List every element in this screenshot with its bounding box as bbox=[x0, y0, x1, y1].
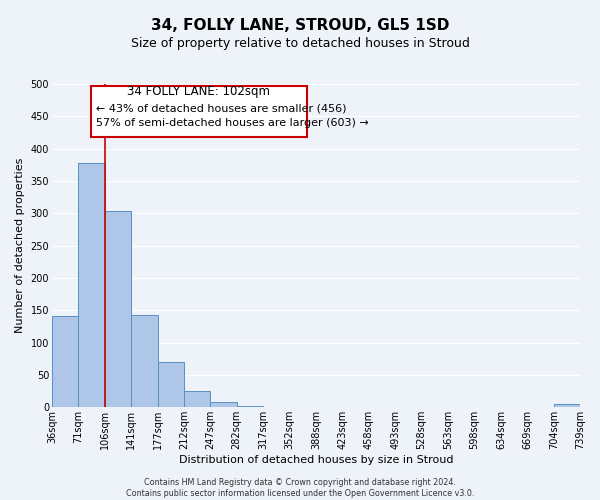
Text: Contains HM Land Registry data © Crown copyright and database right 2024.
Contai: Contains HM Land Registry data © Crown c… bbox=[126, 478, 474, 498]
Text: Size of property relative to detached houses in Stroud: Size of property relative to detached ho… bbox=[131, 38, 469, 51]
Text: 57% of semi-detached houses are larger (603) →: 57% of semi-detached houses are larger (… bbox=[96, 118, 369, 128]
Text: 34 FOLLY LANE: 102sqm: 34 FOLLY LANE: 102sqm bbox=[127, 86, 271, 98]
X-axis label: Distribution of detached houses by size in Stroud: Distribution of detached houses by size … bbox=[179, 455, 453, 465]
Text: ← 43% of detached houses are smaller (456): ← 43% of detached houses are smaller (45… bbox=[96, 104, 347, 114]
Bar bbox=[131, 315, 158, 408]
Y-axis label: Number of detached properties: Number of detached properties bbox=[15, 158, 25, 334]
Bar bbox=[52, 316, 78, 408]
Bar bbox=[104, 212, 131, 408]
Bar bbox=[184, 391, 211, 407]
Bar bbox=[237, 406, 263, 407]
Bar bbox=[78, 163, 104, 408]
FancyBboxPatch shape bbox=[91, 86, 307, 137]
Text: 34, FOLLY LANE, STROUD, GL5 1SD: 34, FOLLY LANE, STROUD, GL5 1SD bbox=[151, 18, 449, 32]
Bar bbox=[158, 362, 184, 408]
Bar bbox=[211, 402, 237, 407]
Bar bbox=[554, 404, 580, 407]
